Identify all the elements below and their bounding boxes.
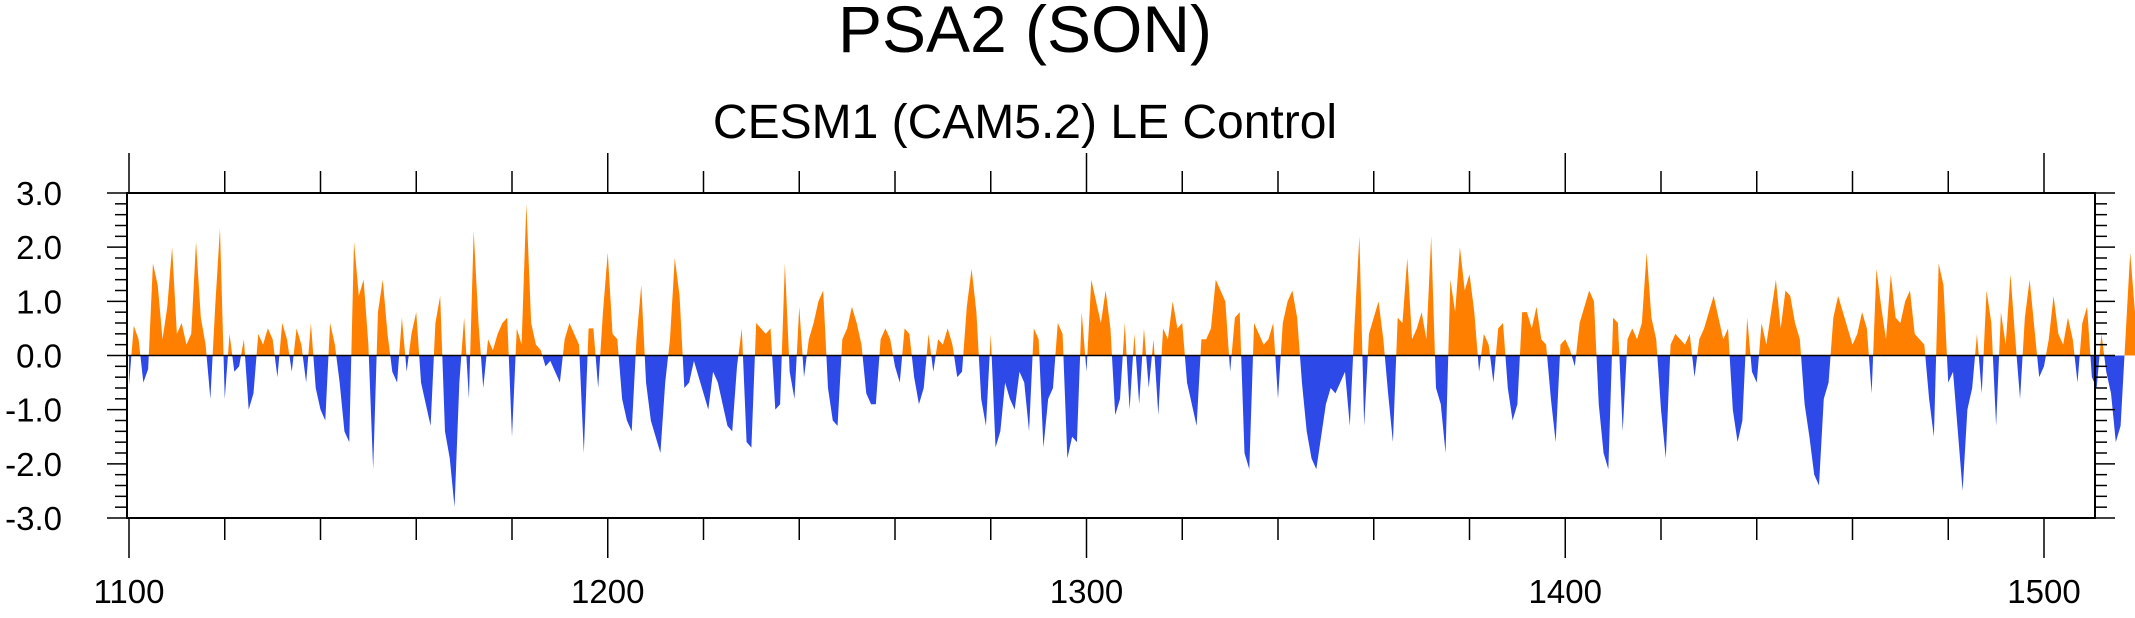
- x-tick-label: 1200: [571, 573, 644, 610]
- axes: 3.0 2.0 1.0 0.0 -1.0 -2.0 -3.0 1100 1200 1300 1400…: [5, 153, 2115, 610]
- y-tick-label: -1.0: [5, 392, 62, 429]
- series-negative-area: [129, 355, 2135, 508]
- y-tick-label: 0.0: [16, 338, 62, 375]
- chart-title: PSA2 (SON): [838, 0, 1212, 66]
- chart-subtitle: CESM1 (CAM5.2) LE Control: [713, 96, 1337, 149]
- plot-area: [129, 203, 2135, 508]
- x-tick-label: 1500: [2007, 573, 2080, 610]
- y-tick-label: 3.0: [16, 175, 62, 212]
- y-tick-label: 1.0: [16, 283, 62, 320]
- y-tick-label: -2.0: [5, 446, 62, 483]
- x-tick-label: 1400: [1529, 573, 1602, 610]
- y-tick-label: 2.0: [16, 229, 62, 266]
- series-positive-area: [129, 203, 2135, 356]
- y-tick-label: -3.0: [5, 500, 62, 537]
- x-tick-label: 1300: [1050, 573, 1123, 610]
- x-tick-label: 1100: [94, 573, 165, 610]
